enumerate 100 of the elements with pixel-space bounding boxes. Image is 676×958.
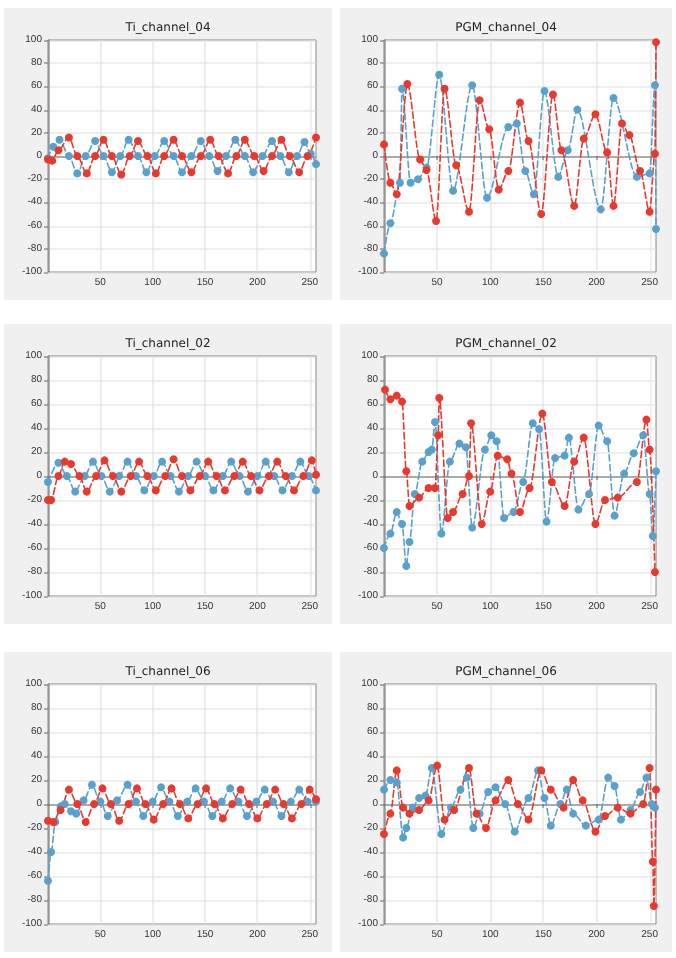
point [193,800,202,808]
point [569,809,578,818]
point [562,785,571,794]
point [398,520,407,528]
point [124,135,133,144]
point [652,225,660,234]
point [67,460,76,468]
point [261,457,270,466]
point [648,532,657,540]
point [405,809,414,818]
point [230,472,239,480]
point [604,773,613,782]
point [524,815,533,824]
point [594,421,603,430]
point [184,814,193,823]
point [510,827,519,836]
point [380,830,388,838]
point [645,207,654,216]
point [632,478,641,486]
point [285,152,294,160]
point [91,152,100,160]
point [299,472,308,480]
point [650,149,659,158]
point [437,529,446,538]
point [504,776,513,784]
point [524,794,533,802]
point [131,797,140,806]
point [252,797,261,806]
point [398,397,407,406]
point [494,185,503,194]
point [405,538,414,546]
point [437,830,446,838]
point [645,764,654,772]
point [287,814,296,823]
point [195,472,204,480]
point [205,152,214,160]
point [169,135,178,144]
point [392,778,401,787]
point [160,152,169,160]
point [455,439,464,448]
point [209,486,218,495]
point [98,784,107,793]
point [402,824,411,832]
point [416,155,425,164]
point [132,784,141,793]
point [551,454,560,462]
point [513,800,522,808]
point [103,812,112,820]
point [82,169,91,178]
point [432,216,441,225]
point [540,794,549,802]
point [178,152,186,160]
point [402,562,411,570]
point [87,780,96,789]
point [247,472,256,480]
point [484,788,493,796]
point [618,119,626,128]
point [186,486,195,495]
point [529,190,538,199]
point [636,788,645,796]
point [242,812,251,820]
point [279,800,288,808]
point [609,94,618,102]
point [115,816,124,825]
point [44,876,52,885]
point [107,152,116,160]
point [616,815,625,824]
point [228,800,237,808]
point [431,418,439,426]
point [456,785,465,794]
point [169,455,178,464]
point [106,800,115,808]
point [99,152,108,160]
point [469,824,478,832]
point [512,119,521,128]
point [386,219,395,228]
point [210,800,219,808]
point [392,508,401,516]
point [431,484,439,492]
point [538,409,547,418]
point [381,385,390,394]
point [610,782,619,790]
point [183,797,192,806]
point [415,794,424,802]
point [399,803,408,812]
point [178,168,186,177]
point [295,168,304,177]
point [260,785,269,794]
point [392,190,401,199]
point [214,152,223,160]
point [204,457,213,466]
point [82,487,91,496]
point [178,472,186,480]
point [415,806,424,814]
point [462,773,471,782]
point [540,87,549,96]
point [90,800,99,808]
point [305,785,314,794]
point [546,785,555,794]
point [578,796,587,805]
